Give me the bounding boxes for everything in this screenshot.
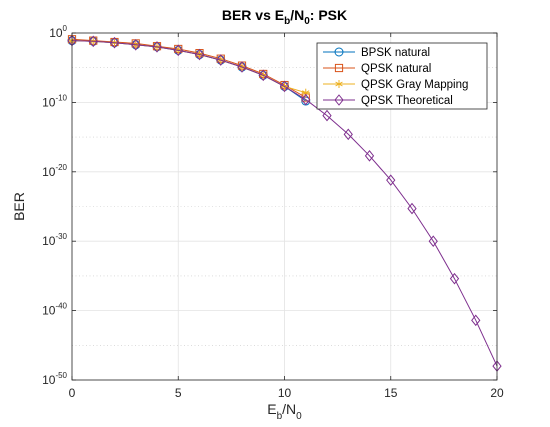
diamond-marker [152,41,162,53]
diamond-marker [322,109,332,122]
data-point-marker [428,235,438,248]
diamond-marker [407,202,417,215]
data-point-marker [152,41,162,53]
data-point-marker [109,36,120,49]
diamond-marker [471,314,481,327]
diamond-marker [301,93,311,106]
diamond-marker [334,94,344,106]
data-point-marker [131,38,141,51]
y-axis-label: BER [11,192,27,221]
square-marker [334,63,344,73]
x-tick-label: 20 [490,386,504,400]
diamond-marker [194,48,205,61]
legend-label: QPSK Gray Mapping [361,79,468,91]
series-qpsk-theoretical [67,34,502,372]
data-point-marker [449,272,460,285]
diamond-marker [237,61,247,73]
data-point-marker [258,69,268,82]
data-point-marker [364,150,375,162]
data-point-marker [237,61,247,73]
data-point-marker [216,54,226,66]
diamond-marker [173,44,183,57]
x-tick-label: 15 [384,386,398,400]
legend-box [316,42,488,110]
data-point-marker [386,174,396,186]
x-tick-label: 10 [278,386,292,400]
diamond-marker [428,235,438,248]
legend-label: QPSK Theoretical [361,95,453,107]
diamond-marker [131,38,141,51]
data-point-marker [334,94,344,106]
diamond-marker [88,35,98,48]
legend: BPSK natural QPSK natural QPSK Gray Mappin… [316,42,488,110]
data-point-marker [334,63,344,73]
diamond-marker [364,150,375,162]
y-tick-label: 100 [49,24,67,40]
diamond-marker [109,36,120,49]
series-line [71,40,498,367]
x-tick-label: 0 [69,386,76,400]
y-tick-label: 10-20 [42,163,67,179]
diamond-marker [216,54,226,66]
legend-label: QPSK natural [361,63,431,75]
legend-entry: QPSK Theoretical [323,94,453,107]
data-point-marker [194,48,205,61]
legend-label: BPSK natural [361,47,430,59]
y-tick-label: 10-30 [42,232,67,248]
legend-entry: QPSK natural [323,63,431,75]
y-tick-label: 10-50 [42,371,67,387]
diamond-marker [386,174,396,186]
data-point-marker [88,35,98,48]
data-point-marker [322,109,332,122]
legend-entry: BPSK natural [323,47,430,59]
chart-title: BER vs Eb/N0: PSK [222,7,347,27]
data-point-marker [334,47,344,57]
diamond-marker [258,69,268,82]
legend-entry: QPSK Gray Mapping [323,79,468,91]
diamond-marker [343,128,353,141]
x-tick-label: 5 [175,386,182,400]
diamond-marker [449,272,460,285]
x-axis-label: Eb/N0 [267,401,302,422]
data-point-marker [407,202,417,215]
data-point-marker [335,80,343,88]
axis-ticks: 0 5 10 15 20 10-50 10-40 10-30 10-20 10-10 100 [42,24,504,400]
data-point-marker [301,93,311,106]
y-tick-label: 10-10 [42,93,67,109]
data-point-marker [343,128,353,141]
circle-marker [334,47,344,57]
data-point-marker [173,44,183,57]
diamond-marker [279,80,290,93]
y-tick-label: 10-40 [42,302,67,318]
data-point-marker [471,314,481,327]
series-layer [67,34,502,372]
data-point-marker [279,80,290,93]
